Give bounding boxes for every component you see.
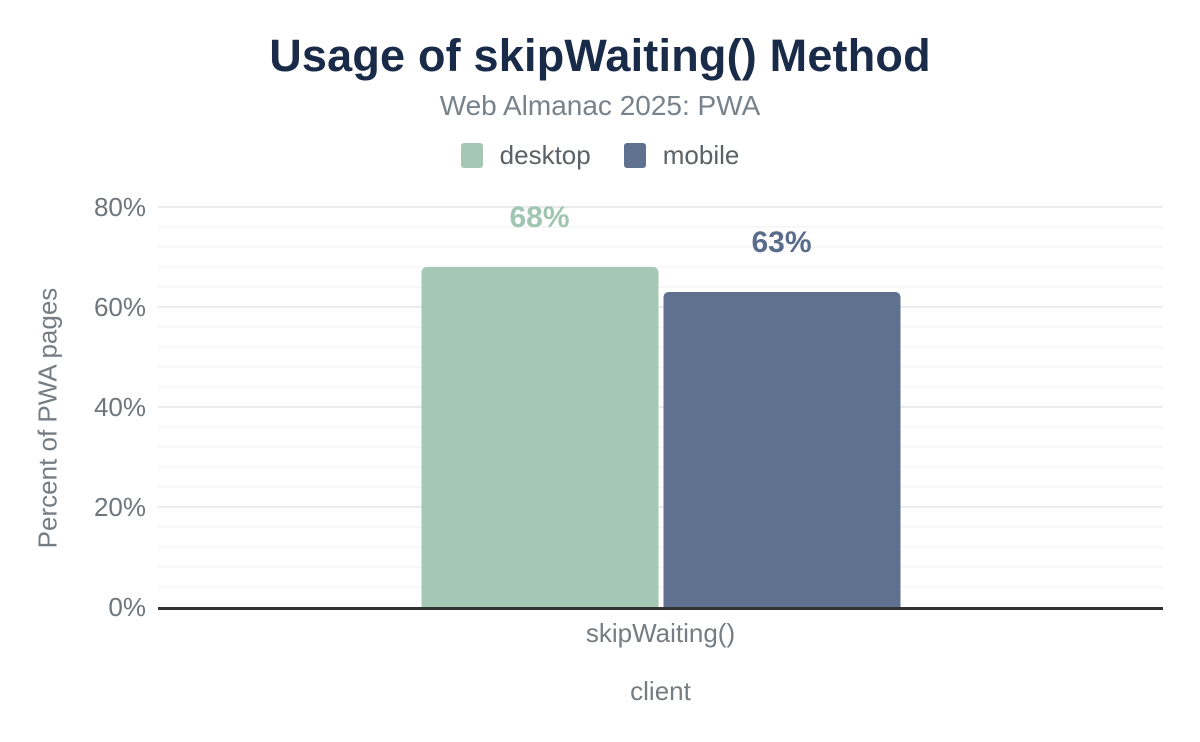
minor-gridline (158, 386, 1163, 388)
legend-label-desktop: desktop (499, 140, 591, 170)
y-axis-ticks: 0% 20% 40% 60% 80% (0, 190, 146, 620)
minor-gridline (158, 246, 1163, 248)
legend: desktop mobile (0, 140, 1200, 171)
bar-desktop-value-label: 68% (509, 201, 570, 234)
bar-desktop: 68% (421, 203, 658, 607)
x-axis-title: client (630, 676, 691, 706)
minor-gridline (158, 266, 1163, 268)
mobile-swatch-icon (623, 143, 646, 168)
minor-gridline (158, 466, 1163, 468)
major-gridline (158, 206, 1163, 208)
minor-gridline (158, 486, 1163, 488)
minor-gridline (158, 226, 1163, 228)
desktop-swatch-icon (460, 143, 483, 168)
major-gridline (158, 306, 1163, 308)
minor-gridline (158, 566, 1163, 568)
minor-gridline (158, 366, 1163, 368)
y-tick-label: 0% (108, 592, 146, 622)
bar-mobile-value-label: 63% (751, 226, 812, 259)
bar-group-skipwaiting: 68% 63% (421, 203, 900, 607)
major-gridline (158, 406, 1163, 408)
minor-gridline (158, 326, 1163, 328)
y-tick-label: 80% (93, 192, 146, 222)
minor-gridline (158, 446, 1163, 448)
chart-title: Usage of skipWaiting() Method (269, 30, 931, 81)
minor-gridline (158, 346, 1163, 348)
minor-gridline (158, 426, 1163, 428)
bar-mobile: 63% (663, 228, 900, 607)
major-gridline (158, 506, 1163, 508)
y-tick-label: 20% (93, 492, 146, 522)
legend-item-mobile: mobile (623, 140, 740, 171)
legend-item-desktop: desktop (460, 140, 591, 171)
plot-area: 68% 63% (158, 190, 1163, 610)
gridlines (158, 190, 1163, 607)
legend-label-mobile: mobile (662, 140, 740, 170)
chart-subtitle: Web Almanac 2025: PWA (439, 90, 761, 121)
x-category-label: skipWaiting() (585, 618, 736, 648)
y-tick-label: 60% (93, 292, 146, 322)
minor-gridline (158, 546, 1163, 548)
minor-gridline (158, 586, 1163, 588)
y-tick-label: 40% (93, 392, 146, 422)
minor-gridline (158, 286, 1163, 288)
minor-gridline (158, 526, 1163, 528)
